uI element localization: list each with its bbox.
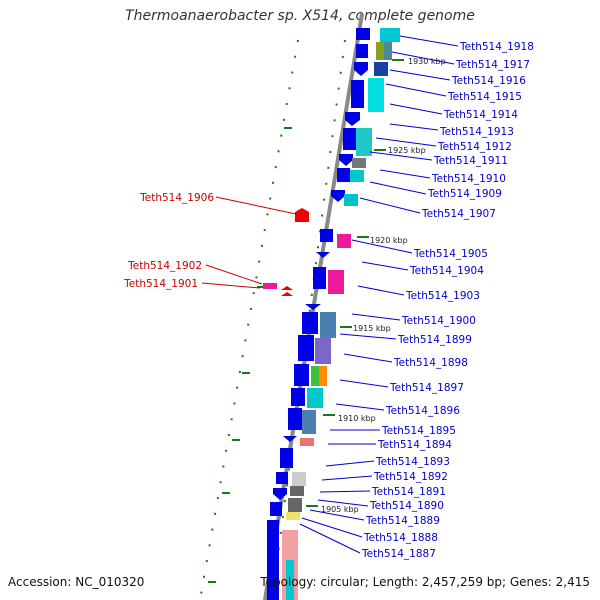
gene-label[interactable]: Teth514_1903 bbox=[405, 290, 480, 302]
gene-label[interactable]: Teth514_1907 bbox=[421, 208, 496, 220]
left-label-leaders bbox=[201, 196, 297, 289]
gene-label[interactable]: Teth514_1899 bbox=[397, 334, 472, 346]
reverse-strand-genes bbox=[263, 208, 309, 296]
gene-label[interactable]: Teth514_1891 bbox=[371, 486, 446, 498]
right-label-leaders bbox=[299, 35, 459, 554]
position-ticks bbox=[306, 59, 404, 507]
gene-label[interactable]: Teth514_1887 bbox=[361, 548, 436, 560]
tick-label-1905: 1905 kbp bbox=[321, 505, 359, 514]
tick-label-1930: 1930 kbp bbox=[408, 57, 446, 66]
gene-label[interactable]: Teth514_1916 bbox=[451, 75, 526, 87]
gene-label[interactable]: Teth514_1889 bbox=[365, 515, 440, 527]
gene-label[interactable]: Teth514_1901 bbox=[123, 278, 198, 290]
gene-label[interactable]: Teth514_1913 bbox=[439, 126, 514, 138]
gene-label[interactable]: Teth514_1904 bbox=[409, 265, 484, 277]
gene-label[interactable]: Teth514_1893 bbox=[375, 456, 450, 468]
gene-label[interactable]: Teth514_1914 bbox=[443, 109, 518, 121]
gene-label[interactable]: Teth514_1909 bbox=[427, 188, 502, 200]
tick-label-1910: 1910 kbp bbox=[338, 414, 376, 423]
outer-major-ticks bbox=[208, 127, 292, 583]
gene-label[interactable]: Teth514_1905 bbox=[413, 248, 488, 260]
outer-dotted-ring bbox=[199, 39, 299, 600]
topology-label: Topology: circular; Length: 2,457,259 bp… bbox=[260, 575, 590, 589]
gene-label[interactable]: Teth514_1888 bbox=[363, 532, 438, 544]
gene-label[interactable]: Teth514_1898 bbox=[393, 357, 468, 369]
gene-label[interactable]: Teth514_1915 bbox=[447, 91, 522, 103]
tick-label-1915: 1915 kbp bbox=[353, 324, 391, 333]
gene-label[interactable]: Teth514_1911 bbox=[433, 155, 508, 167]
gene-label[interactable]: Teth514_1912 bbox=[437, 141, 512, 153]
gene-label[interactable]: Teth514_1894 bbox=[377, 439, 452, 451]
gene-label[interactable]: Teth514_1897 bbox=[389, 382, 464, 394]
gene-label[interactable]: Teth514_1895 bbox=[381, 425, 456, 437]
left-gene-labels: Teth514_1906 Teth514_1902 Teth514_1901 bbox=[123, 192, 214, 290]
gene-label[interactable]: Teth514_1910 bbox=[431, 173, 506, 185]
tick-label-1925: 1925 kbp bbox=[388, 146, 426, 155]
gene-label[interactable]: Teth514_1890 bbox=[369, 500, 444, 512]
gene-label[interactable]: Teth514_1902 bbox=[127, 260, 202, 272]
gene-label[interactable]: Teth514_1918 bbox=[459, 41, 534, 53]
tick-label-1920: 1920 kbp bbox=[370, 236, 408, 245]
gene-label[interactable]: Teth514_1896 bbox=[385, 405, 460, 417]
right-gene-labels: Teth514_1918 Teth514_1917 Teth514_1916 T… bbox=[361, 41, 534, 560]
gene-label[interactable]: Teth514_1900 bbox=[401, 315, 476, 327]
cog-blocks bbox=[282, 28, 400, 600]
accession-label: Accession: NC_010320 bbox=[8, 575, 145, 589]
gene-label[interactable]: Teth514_1906 bbox=[139, 192, 214, 204]
gene-label[interactable]: Teth514_1917 bbox=[455, 59, 530, 71]
gene-label[interactable]: Teth514_1892 bbox=[373, 471, 448, 483]
forward-strand-genes bbox=[267, 28, 370, 600]
map-title: Thermoanaerobacter sp. X514, complete ge… bbox=[125, 8, 475, 24]
